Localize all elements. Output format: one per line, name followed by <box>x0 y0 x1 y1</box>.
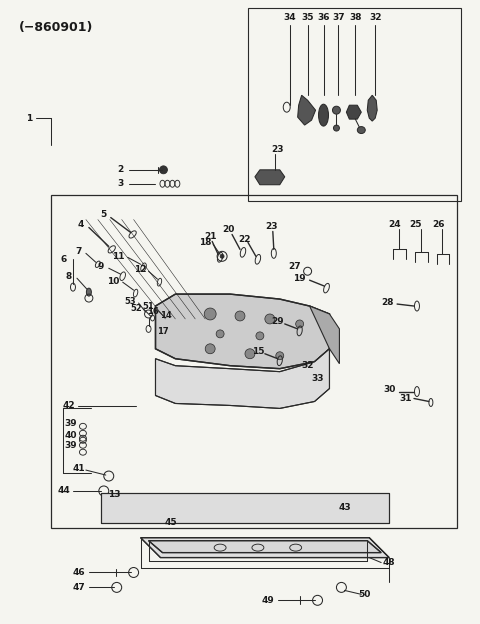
Text: 35: 35 <box>301 13 314 22</box>
Text: 12: 12 <box>134 265 147 274</box>
Bar <box>248 7 461 201</box>
Text: 3: 3 <box>118 179 124 188</box>
Text: 22: 22 <box>239 235 251 244</box>
Text: 28: 28 <box>381 298 394 306</box>
Ellipse shape <box>357 127 365 134</box>
Text: 23: 23 <box>272 145 284 155</box>
Text: 46: 46 <box>72 568 85 577</box>
Circle shape <box>159 166 168 174</box>
Circle shape <box>216 330 224 338</box>
Circle shape <box>204 308 216 320</box>
Text: 23: 23 <box>265 222 278 231</box>
Text: 53: 53 <box>125 296 136 306</box>
Text: 32: 32 <box>369 13 382 22</box>
Polygon shape <box>347 105 361 119</box>
Circle shape <box>220 255 224 258</box>
Text: 50: 50 <box>358 590 371 599</box>
Ellipse shape <box>86 288 91 296</box>
Text: 18: 18 <box>199 238 212 247</box>
Polygon shape <box>156 294 329 369</box>
Text: 4: 4 <box>78 220 84 229</box>
Text: 41: 41 <box>72 464 85 472</box>
Text: 16: 16 <box>146 308 158 316</box>
Circle shape <box>276 352 284 359</box>
Circle shape <box>296 320 304 328</box>
Text: 45: 45 <box>164 519 177 527</box>
Text: 44: 44 <box>58 487 71 495</box>
Circle shape <box>205 344 215 354</box>
Text: 25: 25 <box>410 220 422 229</box>
Text: 33: 33 <box>312 374 324 383</box>
Text: 19: 19 <box>293 274 306 283</box>
Text: 5: 5 <box>101 210 107 219</box>
Circle shape <box>265 314 275 324</box>
Text: 14: 14 <box>159 311 171 321</box>
Bar <box>101 493 389 523</box>
Text: 27: 27 <box>288 261 301 271</box>
Ellipse shape <box>319 104 328 126</box>
Text: 10: 10 <box>107 276 119 286</box>
Text: 7: 7 <box>76 247 82 256</box>
Text: (−860901): (−860901) <box>19 21 94 34</box>
Circle shape <box>245 349 255 359</box>
Polygon shape <box>298 95 315 125</box>
Text: 21: 21 <box>204 232 216 241</box>
Polygon shape <box>255 170 285 185</box>
Text: 13: 13 <box>108 490 121 499</box>
Text: 17: 17 <box>156 328 168 336</box>
Polygon shape <box>310 306 339 364</box>
Circle shape <box>235 311 245 321</box>
Polygon shape <box>148 540 381 553</box>
Polygon shape <box>156 349 329 409</box>
Text: 32: 32 <box>301 361 314 370</box>
Text: 20: 20 <box>222 225 234 234</box>
Text: 40: 40 <box>65 431 77 440</box>
Text: 26: 26 <box>432 220 445 229</box>
Text: 6: 6 <box>61 255 67 264</box>
Text: 29: 29 <box>272 318 284 326</box>
Bar <box>101 493 389 523</box>
Text: 9: 9 <box>97 261 104 271</box>
Text: 49: 49 <box>262 596 274 605</box>
Text: 31: 31 <box>400 394 412 403</box>
Text: 24: 24 <box>388 220 400 229</box>
Text: 15: 15 <box>252 348 264 356</box>
Ellipse shape <box>333 106 340 114</box>
Text: 43: 43 <box>338 504 351 512</box>
Text: 52: 52 <box>131 303 143 313</box>
Text: 8: 8 <box>66 271 72 281</box>
Text: 51: 51 <box>143 301 155 311</box>
Text: 36: 36 <box>317 13 330 22</box>
Text: 1: 1 <box>26 114 32 123</box>
Text: 42: 42 <box>63 401 75 410</box>
Polygon shape <box>141 538 389 558</box>
Text: 38: 38 <box>349 13 361 22</box>
Text: 39: 39 <box>65 441 77 450</box>
Bar <box>51 195 457 528</box>
Ellipse shape <box>334 125 339 131</box>
Text: 11: 11 <box>112 252 125 261</box>
Text: 2: 2 <box>118 165 124 174</box>
Circle shape <box>256 332 264 340</box>
Text: 34: 34 <box>283 13 296 22</box>
Polygon shape <box>367 95 377 121</box>
Text: 30: 30 <box>383 385 396 394</box>
Text: 37: 37 <box>332 13 345 22</box>
Text: 39: 39 <box>65 419 77 428</box>
Text: 48: 48 <box>383 558 396 567</box>
Text: 47: 47 <box>72 583 85 592</box>
